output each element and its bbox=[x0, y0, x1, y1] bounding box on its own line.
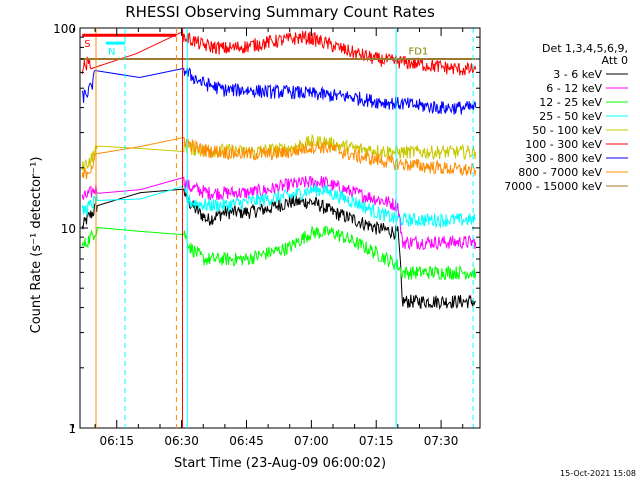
annotation-label-1: N bbox=[108, 47, 115, 58]
annotation-label-0: S bbox=[84, 39, 90, 50]
legend-header-detectors: Det 1,3,4,5,6,9, bbox=[542, 42, 628, 55]
x-tick-label-1: 06:30 bbox=[164, 434, 199, 448]
legend-label-6: 300 - 800 keV bbox=[525, 152, 602, 165]
x-tick-label-3: 07:00 bbox=[294, 434, 329, 448]
legend-label-2: 12 - 25 keV bbox=[539, 96, 602, 109]
y-axis: 1 10 100 bbox=[53, 22, 480, 436]
marker-layer bbox=[95, 28, 474, 428]
y-tick-label-2: 100 bbox=[53, 22, 76, 36]
x-axis-label: Start Time (23-Aug-09 06:00:02) bbox=[174, 456, 386, 471]
annotation-label-2: FD1 bbox=[408, 46, 428, 57]
series-5 bbox=[81, 28, 477, 76]
series-3 bbox=[81, 183, 476, 229]
annotation-layer: S N FD1 bbox=[82, 33, 428, 58]
legend-label-0: 3 - 6 keV bbox=[553, 68, 602, 81]
series-7 bbox=[81, 136, 477, 180]
legend-label-5: 100 - 300 keV bbox=[525, 138, 602, 151]
y-tick-label-1: 10 bbox=[61, 222, 76, 236]
plot-frame bbox=[79, 27, 481, 429]
y-tick-label-0: 1 bbox=[68, 422, 76, 436]
y-axis-label: Count Rate (s⁻¹ detector⁻¹) bbox=[29, 157, 44, 334]
legend-label-7: 800 - 7000 keV bbox=[518, 166, 602, 179]
x-tick-label-2: 06:45 bbox=[229, 434, 264, 448]
series-line-1 bbox=[81, 175, 477, 251]
series-1 bbox=[81, 175, 477, 251]
series-line-2 bbox=[81, 225, 477, 280]
legend-label-8: 7000 - 15000 keV bbox=[504, 180, 602, 193]
series-line-5 bbox=[81, 28, 477, 76]
series-line-6 bbox=[81, 67, 477, 115]
legend-label-3: 25 - 50 keV bbox=[539, 110, 602, 123]
x-tick-label-4: 07:15 bbox=[359, 434, 394, 448]
series-6 bbox=[81, 67, 477, 115]
series-line-3 bbox=[81, 183, 476, 229]
series-line-7 bbox=[81, 136, 477, 180]
generated-timestamp: 15-Oct-2021 15:08 bbox=[560, 469, 636, 478]
legend-label-4: 50 - 100 keV bbox=[532, 124, 602, 137]
x-tick-label-0: 06:15 bbox=[99, 434, 134, 448]
chart-title: RHESSI Observing Summary Count Rates bbox=[125, 3, 435, 21]
series-2 bbox=[81, 225, 477, 280]
series-layer bbox=[80, 28, 477, 311]
plot-area: S N FD1 bbox=[79, 27, 481, 429]
x-tick-label-5: 07:30 bbox=[424, 434, 459, 448]
x-axis: 06:15 06:30 06:45 07:00 07:15 07:30 bbox=[73, 28, 464, 448]
legend-label-1: 6 - 12 keV bbox=[546, 82, 602, 95]
legend-header-attenuator: Att 0 bbox=[602, 54, 628, 67]
